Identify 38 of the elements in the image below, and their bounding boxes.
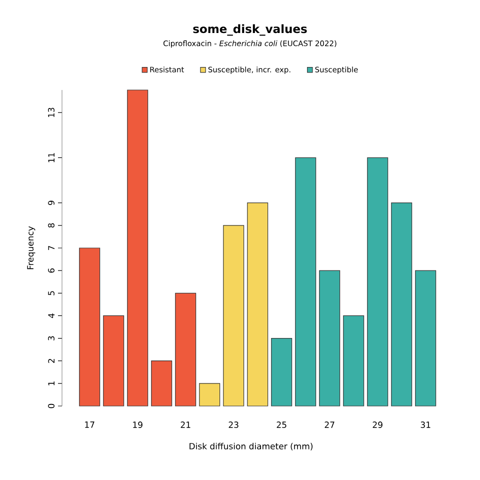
x-tick-label: 29	[372, 422, 382, 428]
x-tick-label: 23	[228, 422, 238, 428]
y-tick-label: 9	[48, 200, 54, 206]
bar	[151, 360, 172, 406]
x-tick-label: 19	[133, 422, 142, 428]
bar	[319, 270, 340, 406]
y-tick-label: 2	[48, 358, 54, 363]
x-tick-label: 27	[324, 422, 334, 428]
y-tick-label: 3	[48, 336, 54, 340]
bar	[103, 315, 124, 406]
y-tick-label: 1	[48, 382, 54, 386]
x-tick-label: 17	[85, 422, 94, 428]
x-axis-title: Disk diffusion diameter (mm)	[190, 442, 313, 450]
chart-title: some_disk_values	[193, 24, 307, 36]
y-tick-label: 6	[48, 268, 54, 273]
bar	[79, 248, 100, 406]
y-tick-label: 13	[48, 108, 54, 118]
x-tick-label: 25	[276, 422, 286, 428]
y-tick-label: 0	[48, 404, 54, 408]
bar	[175, 292, 196, 406]
bar	[415, 270, 436, 406]
bar	[199, 383, 220, 406]
y-tick-label: 4	[48, 313, 54, 318]
bar	[295, 157, 316, 406]
bar	[391, 202, 412, 406]
bar	[271, 338, 292, 406]
x-tick-label: 31	[420, 422, 430, 428]
y-tick-label: 8	[48, 223, 54, 228]
bar	[247, 202, 268, 406]
y-axis-title: Frequency	[27, 226, 36, 270]
y-tick-label: 5	[48, 291, 54, 296]
x-tick-label: 21	[180, 422, 190, 428]
bar	[127, 90, 148, 406]
bar	[223, 225, 244, 406]
y-tick-label: 7	[48, 246, 54, 250]
bar	[367, 157, 388, 406]
bar	[343, 315, 364, 406]
y-tick-label: 11	[48, 153, 54, 162]
